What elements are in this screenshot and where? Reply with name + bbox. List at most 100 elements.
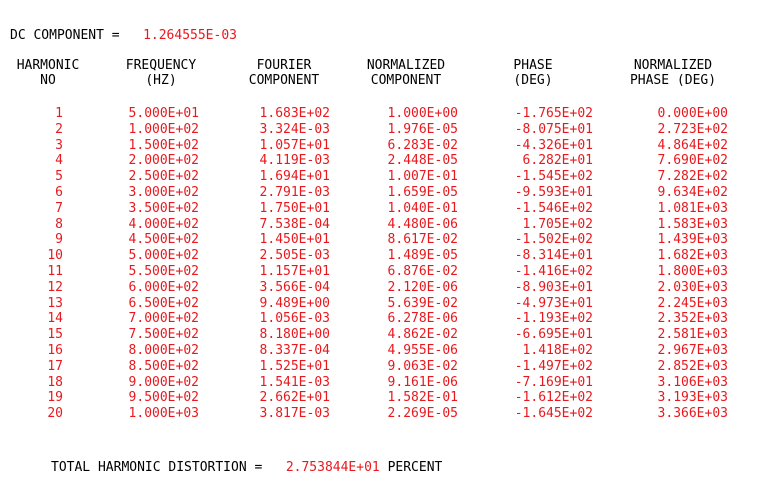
cell-frequency: 3.500E+02: [128, 200, 199, 216]
header-harmonic-no-line2: NO: [40, 73, 56, 88]
cell-normalized-phase: 2.723E+02: [657, 121, 728, 137]
cell-frequency: 6.000E+02: [128, 279, 199, 295]
header-normalized-phase-line1: NORMALIZED: [633, 58, 713, 73]
cell-phase: -1.497E+02: [514, 358, 593, 374]
cell-normalized-phase: 1.800E+03: [657, 264, 728, 279]
cell-normalized-component: 9.063E-02: [387, 358, 458, 374]
cell-phase: 1.705E+02: [522, 216, 593, 232]
cell-normalized-component: 1.040E-01: [387, 200, 458, 216]
cell-fourier-component: 8.337E-04: [259, 343, 330, 358]
cell-normalized-phase: 2.352E+03: [657, 311, 728, 327]
cell-normalized-phase: 2.245E+03: [657, 295, 728, 311]
cell-harmonic-no: 17: [47, 358, 63, 374]
cell-phase: -1.545E+02: [514, 169, 593, 185]
cell-harmonic-no: 10: [47, 248, 63, 264]
cell-frequency: 2.500E+02: [128, 169, 199, 185]
cell-normalized-component: 1.007E-01: [387, 169, 458, 185]
cell-normalized-phase: 7.690E+02: [657, 153, 728, 169]
thd-label: TOTAL HARMONIC DISTORTION =: [51, 460, 263, 475]
cell-harmonic-no: 5: [55, 169, 63, 185]
cell-phase: -1.502E+02: [514, 232, 593, 248]
cell-frequency: 4.000E+02: [128, 216, 199, 232]
cell-normalized-component: 2.269E-05: [387, 406, 458, 422]
cell-frequency: 8.000E+02: [128, 343, 199, 358]
header-harmonic-no-line1: HARMONIC: [16, 58, 80, 73]
cell-frequency: 8.500E+02: [128, 358, 199, 374]
cell-harmonic-no: 4: [55, 153, 63, 169]
cell-normalized-component: 6.283E-02: [387, 137, 458, 153]
cell-frequency: 7.000E+02: [128, 311, 199, 327]
cell-frequency: 1.500E+02: [128, 137, 199, 153]
thd-value: 2.753844E+01: [285, 460, 380, 475]
cell-normalized-phase: 3.106E+03: [657, 374, 728, 390]
cell-fourier-component: 1.525E+01: [259, 358, 330, 374]
cell-phase: -9.593E+01: [514, 185, 593, 200]
cell-normalized-phase: 3.366E+03: [657, 406, 728, 422]
cell-phase: -4.326E+01: [514, 137, 593, 153]
cell-frequency: 5.500E+02: [128, 264, 199, 279]
cell-normalized-component: 1.000E+00: [387, 106, 458, 121]
cell-phase: -1.416E+02: [514, 264, 593, 279]
cell-phase: -1.546E+02: [514, 200, 593, 216]
cell-harmonic-no: 3: [55, 137, 63, 153]
cell-phase: -8.075E+01: [514, 121, 593, 137]
cell-fourier-component: 1.057E+01: [259, 137, 330, 153]
cell-normalized-component: 2.120E-06: [387, 279, 458, 295]
cell-normalized-phase: 4.864E+02: [657, 137, 728, 153]
dc-component-label: DC COMPONENT =: [10, 28, 120, 43]
cell-normalized-component: 6.278E-06: [387, 311, 458, 327]
cell-normalized-phase: 3.193E+03: [657, 390, 728, 406]
cell-normalized-phase: 1.081E+03: [657, 200, 728, 216]
cell-harmonic-no: 20: [47, 406, 63, 422]
cell-fourier-component: 3.817E-03: [259, 406, 330, 422]
cell-harmonic-no: 11: [47, 264, 63, 279]
dc-component-value: 1.264555E-03: [143, 28, 237, 43]
cell-normalized-phase: 2.030E+03: [657, 279, 728, 295]
cell-phase: -1.612E+02: [514, 390, 593, 406]
cell-normalized-phase: 1.439E+03: [657, 232, 728, 248]
cell-fourier-component: 7.538E-04: [259, 216, 330, 232]
cell-normalized-phase: 9.634E+02: [657, 185, 728, 200]
cell-fourier-component: 1.750E+01: [259, 200, 330, 216]
cell-phase: -4.973E+01: [514, 295, 593, 311]
cell-phase: -6.695E+01: [514, 327, 593, 343]
cell-phase: -1.645E+02: [514, 406, 593, 422]
cell-harmonic-no: 15: [47, 327, 63, 343]
cell-harmonic-no: 7: [55, 200, 63, 216]
cell-normalized-component: 1.489E-05: [387, 248, 458, 264]
thd-unit: PERCENT: [387, 460, 443, 475]
cell-fourier-component: 2.505E-03: [259, 248, 330, 264]
cell-phase: -8.314E+01: [514, 248, 593, 264]
cell-normalized-phase: 7.282E+02: [657, 169, 728, 185]
cell-fourier-component: 2.662E+01: [259, 390, 330, 406]
cell-harmonic-no: 9: [55, 232, 63, 248]
header-normalized-phase-line2: PHASE (DEG): [629, 73, 717, 88]
cell-frequency: 3.000E+02: [128, 185, 199, 200]
cell-normalized-phase: 2.852E+03: [657, 358, 728, 374]
cell-harmonic-no: 18: [47, 374, 63, 390]
cell-harmonic-no: 14: [47, 311, 63, 327]
cell-normalized-component: 1.976E-05: [387, 121, 458, 137]
header-normalized-component-line1: NORMALIZED: [366, 58, 446, 73]
cell-fourier-component: 9.489E+00: [259, 295, 330, 311]
dc-component-line: DC COMPONENT = 1.264555E-03: [10, 28, 237, 43]
cell-fourier-component: 3.566E-04: [259, 279, 330, 295]
cell-normalized-phase: 1.682E+03: [657, 248, 728, 264]
cell-normalized-phase: 1.583E+03: [657, 216, 728, 232]
cell-harmonic-no: 6: [55, 185, 63, 200]
header-frequency-line2: (HZ): [145, 73, 177, 88]
cell-harmonic-no: 12: [47, 279, 63, 295]
cell-frequency: 7.500E+02: [128, 327, 199, 343]
header-fourier-component-line2: COMPONENT: [248, 73, 320, 88]
cell-frequency: 2.000E+02: [128, 153, 199, 169]
header-phase-line1: PHASE: [513, 58, 553, 73]
cell-normalized-component: 4.480E-06: [387, 216, 458, 232]
cell-fourier-component: 1.694E+01: [259, 169, 330, 185]
cell-fourier-component: 1.541E-03: [259, 374, 330, 390]
cell-phase: 6.282E+01: [522, 153, 593, 169]
cell-normalized-component: 9.161E-06: [387, 374, 458, 390]
cell-frequency: 9.000E+02: [128, 374, 199, 390]
cell-frequency: 1.000E+02: [128, 121, 199, 137]
header-fourier-component-line1: FOURIER: [256, 58, 312, 73]
cell-harmonic-no: 16: [47, 343, 63, 358]
